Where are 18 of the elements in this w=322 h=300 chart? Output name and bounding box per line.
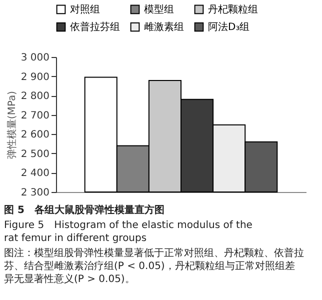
legend-label: 丹杞颗粒组 (208, 3, 258, 16)
y-tick-label: 2 400 (20, 168, 50, 180)
legend-label: 雌激素组 (144, 21, 184, 33)
legend-label: 对照组 (70, 3, 100, 16)
text: Figure 5 Histogram of the elastic modulus of the rat femur in different groups (4, 220, 252, 244)
text: 图 5 各组大鼠股骨弹性模量直方图 (4, 204, 164, 216)
y-tick-label: 2 800 (20, 91, 50, 102)
y-tick-label: 2 700 (20, 110, 50, 122)
y-tick-label: 3 000 (20, 52, 50, 64)
y-tick-label: 2 600 (20, 130, 50, 141)
legend-label: 模型组 (144, 3, 174, 16)
legend-label: 依普拉芬组 (70, 21, 120, 33)
y-tick-label: 2 500 (20, 148, 50, 160)
text: 图注：模型组股骨弹性模量显著低于正常对照组、丹杞颗粒、依普拉芬、结合型雌激素治疗组(P < 0.05)，丹杞颗粒组与正常对照组差异无显著性意义(P > 0.05)。 (4, 247, 304, 285)
y-axis-title: 弹性模量(MPa) (6, 90, 18, 160)
y-tick-label: 2 900 (20, 72, 50, 83)
legend-label: 阿法D₃组 (208, 21, 250, 33)
y-tick-label: 2 300 (20, 188, 50, 198)
